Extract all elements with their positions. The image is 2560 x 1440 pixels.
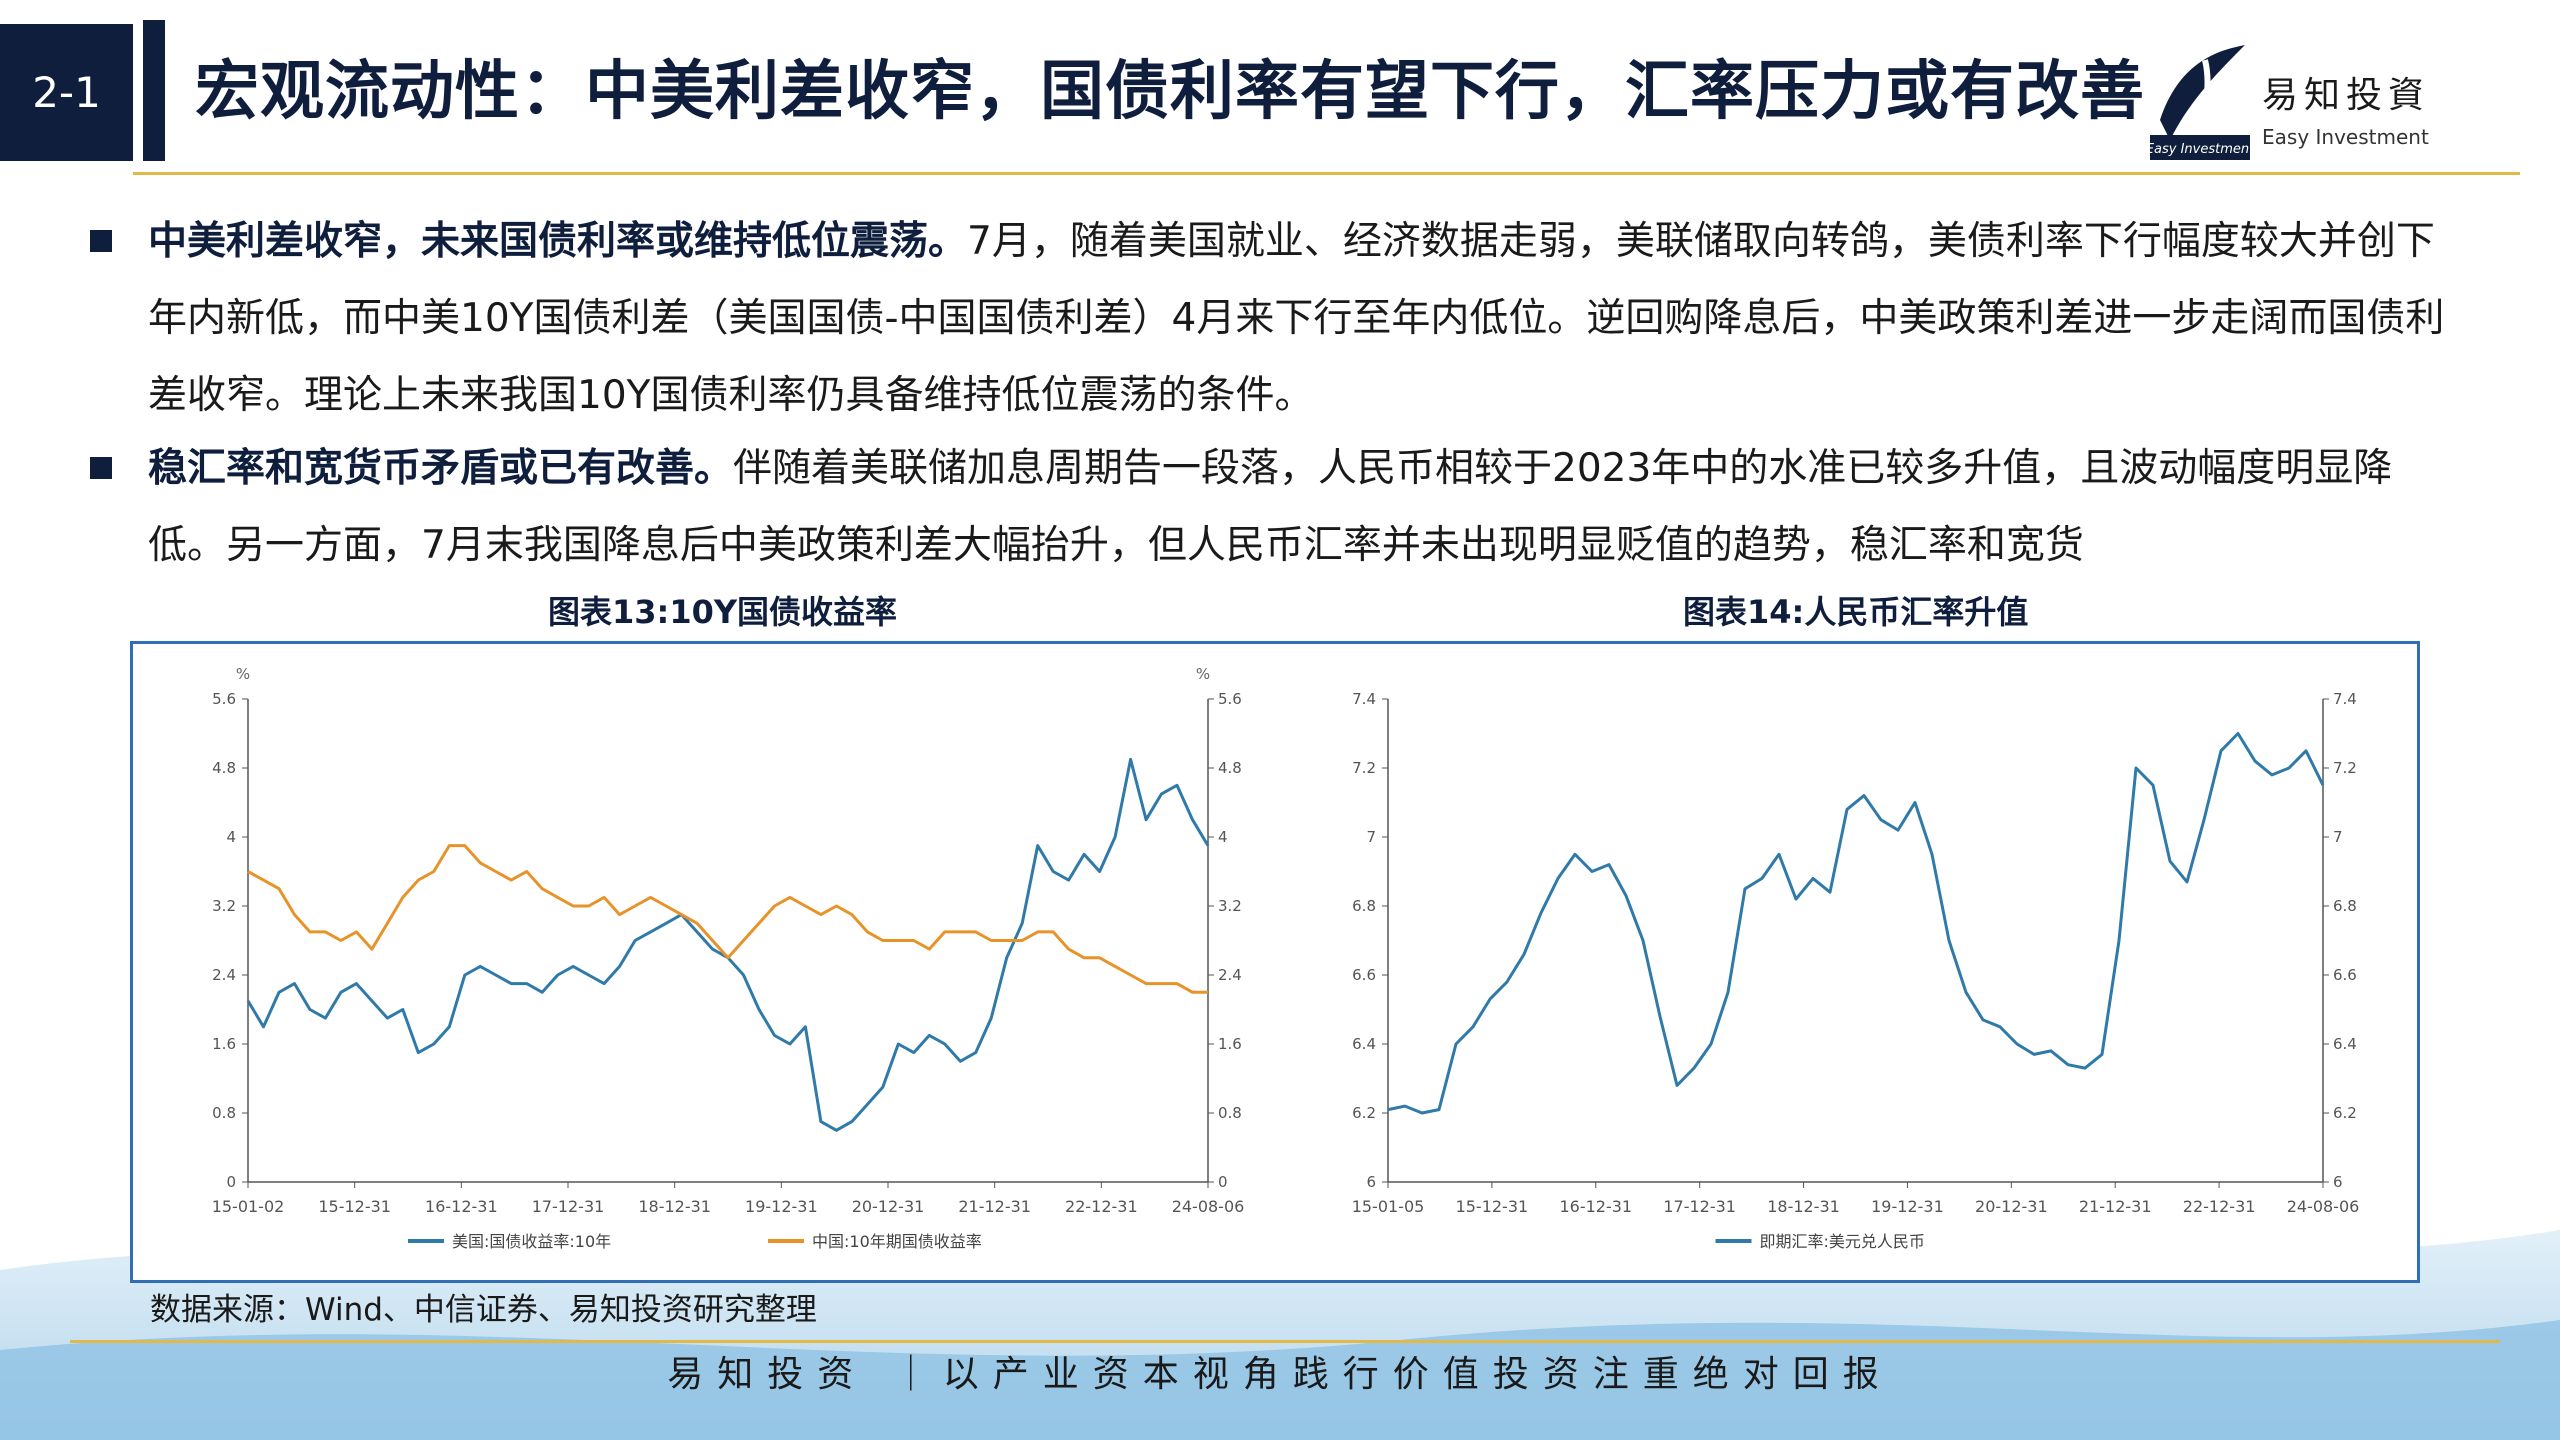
page-title: 宏观流动性：中美利差收窄，国债利率有望下行，汇率压力或有改善 (195, 55, 2145, 129)
logo-mark-text: Easy Investment (2150, 142, 2250, 157)
chart-right-title: 图表14:人民币汇率升值 (1683, 593, 2029, 631)
x-tick-label: 24-08-06 (1172, 1197, 1245, 1216)
y-tick-label-right: 6.2 (2333, 1104, 2357, 1122)
y-tick-label-left: 0.8 (212, 1104, 236, 1122)
bullet-square-icon (90, 457, 112, 479)
y-tick-label-right: 1.6 (1218, 1035, 1242, 1053)
y-tick-label-right: 3.2 (1218, 897, 1242, 915)
y-tick-label-left: 4 (226, 828, 236, 846)
y-tick-label-right: 7.4 (2333, 690, 2357, 708)
chart-usdcny: 6 6 6.2 6.2 6.4 6.4 6.6 6.6 6.8 6.8 7 7 7.2 7.2 7.4 7.4… (1352, 690, 2360, 1251)
bullet-1: 中美利差收窄，未来国债利率或维持低位震荡。7月，随着美国就业、经济数据走弱，美联… (90, 203, 2470, 434)
x-tick-label: 18-12-31 (1767, 1197, 1840, 1216)
bullet-2: 稳汇率和宽货币矛盾或已有改善。伴随着美联储加息周期告一段落，人民币相较于2023… (90, 430, 2470, 576)
y-tick-label-left: 7.2 (1352, 759, 1376, 777)
x-tick-label: 15-01-05 (1352, 1197, 1425, 1216)
bullet-2-bold: 稳汇率和宽货币矛盾或已有改善。 (148, 446, 734, 491)
y-tick-label-left: 1.6 (212, 1035, 236, 1053)
x-tick-label: 20-12-31 (1975, 1197, 2048, 1216)
y-tick-label-left: 2.4 (212, 966, 236, 984)
x-tick-label: 21-12-31 (958, 1197, 1031, 1216)
bullet-1-text: 7月，随着美国就业、经济数据走弱，美联储取向转鸽，美债利率下行幅度较大并创下年内… (148, 219, 2445, 418)
legend-label-0: 美国:国债收益率:10年 (452, 1232, 611, 1251)
y-tick-label-left: 6.8 (1352, 897, 1376, 915)
source-note: 数据来源：Wind、中信证券、易知投资研究整理 (150, 1292, 817, 1328)
x-tick-label: 18-12-31 (638, 1197, 711, 1216)
footer-divider (70, 1340, 2500, 1343)
bullet-1-bold: 中美利差收窄，未来国债利率或维持低位震荡。 (148, 219, 968, 264)
y-tick-label-right: 6.8 (2333, 897, 2357, 915)
series-line-1 (247, 844, 1208, 994)
y-tick-label-left: 6.4 (1352, 1035, 1376, 1053)
y-tick-label-right: 6.6 (2333, 966, 2357, 984)
page-number: 2-1 (0, 24, 133, 161)
logo-text-cn: 易知投資 (2262, 75, 2431, 116)
x-tick-label: 16-12-31 (425, 1197, 498, 1216)
y-tick-label-right: 5.6 (1218, 690, 1242, 708)
x-tick-label: 24-08-06 (2287, 1197, 2360, 1216)
y-tick-label-left: 7.4 (1352, 690, 1376, 708)
logo-text-en: Easy Investment (2262, 125, 2429, 149)
y-tick-label-left: 6 (1366, 1173, 1376, 1191)
x-tick-label: 19-12-31 (1871, 1197, 1944, 1216)
y-tick-label-right: 0 (1218, 1173, 1228, 1191)
y-tick-label-right: 4 (1218, 828, 1228, 846)
x-tick-label: 15-12-31 (1456, 1197, 1529, 1216)
x-tick-label: 16-12-31 (1559, 1197, 1632, 1216)
charts-container: %% 0 0 0.8 0.8 1.6 1.6 2.4 2.4 3.2 3.2 4 4 4.8 4.8 5.6 5… (130, 641, 2420, 1283)
y-tick-label-right: 2.4 (1218, 966, 1242, 984)
y-tick-label-left: 6.2 (1352, 1104, 1376, 1122)
header-divider (133, 172, 2520, 175)
x-tick-label: 22-12-31 (1065, 1197, 1138, 1216)
x-tick-label: 19-12-31 (745, 1197, 818, 1216)
chart-left-title: 图表13:10Y国债收益率 (548, 593, 898, 631)
chart-bond-yield: % % 0 0 0.8 0.8 1.6 1.6 2.4 2.4 3.2 3.2 4 4 4.8 4.8 5.6 5… (212, 665, 1245, 1251)
y-tick-label-right: 6.4 (2333, 1035, 2357, 1053)
y-tick-label-left: 5.6 (212, 690, 236, 708)
y-tick-label-left: 4.8 (212, 759, 236, 777)
bullet-2-text: 伴随着美联储加息周期告一段落，人民币相较于2023年中的水准已较多升值，且波动幅… (148, 446, 2393, 568)
x-tick-label: 17-12-31 (532, 1197, 605, 1216)
y-tick-label-left: 3.2 (212, 897, 236, 915)
x-tick-label: 20-12-31 (852, 1197, 925, 1216)
footer-slogan: 易知投资 ｜以产业资本视角践行价值投资注重绝对回报 (667, 1354, 1893, 1395)
y-tick-label-left: 0 (226, 1173, 236, 1191)
y-tick-label-left: 6.6 (1352, 966, 1376, 984)
y-tick-label-right: 6 (2333, 1173, 2343, 1191)
series-line-0 (1387, 732, 2325, 1115)
y-unit-left: % (236, 665, 250, 683)
header-accent-bar (143, 20, 165, 161)
y-tick-label-right: 4.8 (1218, 759, 1242, 777)
bullet-square-icon (90, 230, 112, 252)
x-tick-label: 15-01-02 (212, 1197, 285, 1216)
x-tick-label: 21-12-31 (2079, 1197, 2152, 1216)
y-tick-label-right: 7 (2333, 828, 2343, 846)
x-tick-label: 17-12-31 (1663, 1197, 1736, 1216)
y-tick-label-left: 7 (1366, 828, 1376, 846)
legend-label-1: 中国:10年期国债收益率 (812, 1232, 982, 1251)
y-tick-label-right: 7.2 (2333, 759, 2357, 777)
company-logo: Easy Investment (2150, 40, 2250, 160)
legend-label-0: 即期汇率:美元兑人民币 (1760, 1232, 1925, 1251)
y-tick-label-right: 0.8 (1218, 1104, 1242, 1122)
y-unit-right: % (1196, 665, 1210, 683)
x-tick-label: 22-12-31 (2183, 1197, 2256, 1216)
x-tick-label: 15-12-31 (318, 1197, 391, 1216)
